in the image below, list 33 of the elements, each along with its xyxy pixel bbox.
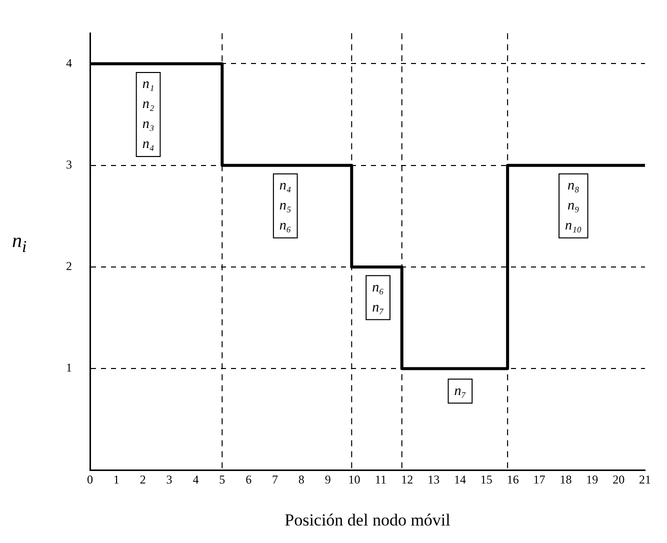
x-tick-label: 7 — [272, 472, 278, 487]
annotation: n₁ n₂ n₃ n₄ — [142, 77, 154, 152]
annotation: n₆ n₇ — [372, 280, 384, 316]
x-tick-label: 17 — [533, 472, 546, 487]
x-tick-label: 6 — [246, 472, 252, 487]
x-tick-label: 19 — [586, 472, 598, 487]
x-tick-label: 21 — [639, 472, 651, 487]
x-tick-label: 20 — [612, 472, 625, 487]
x-tick-label: 18 — [560, 472, 572, 487]
x-tick-label: 0 — [87, 472, 93, 487]
x-axis-title: Posición del nodo móvil — [284, 510, 451, 530]
y-tick-label: 2 — [66, 259, 72, 274]
x-tick-label: 5 — [219, 472, 226, 487]
x-tick-label: 11 — [374, 472, 386, 487]
x-tick-label: 12 — [401, 472, 414, 487]
x-tick-label: 10 — [348, 472, 360, 487]
x-tick-label: 2 — [140, 472, 146, 487]
annotation: n₈ n₉ n₁₀ — [565, 178, 582, 234]
x-tick-label: 8 — [298, 472, 304, 487]
x-tick-label: 9 — [324, 472, 331, 487]
x-tick-label: 4 — [192, 472, 199, 487]
y-axis-title: n$_{i}$ — [12, 230, 27, 257]
annotation: n₇ — [454, 384, 466, 399]
x-tick-label: 3 — [166, 472, 172, 487]
x-tick-label: 13 — [428, 472, 440, 487]
y-tick-label: 4 — [66, 56, 72, 70]
x-tick-label: 14 — [454, 472, 466, 487]
x-tick-label: 1 — [113, 472, 120, 487]
y-tick-label: 3 — [66, 157, 72, 172]
x-tick-label: 15 — [480, 472, 492, 487]
y-tick-label: 1 — [66, 360, 72, 375]
annotation: n₄ n₅ n₆ — [279, 178, 292, 234]
x-tick-label: 16 — [506, 472, 519, 487]
